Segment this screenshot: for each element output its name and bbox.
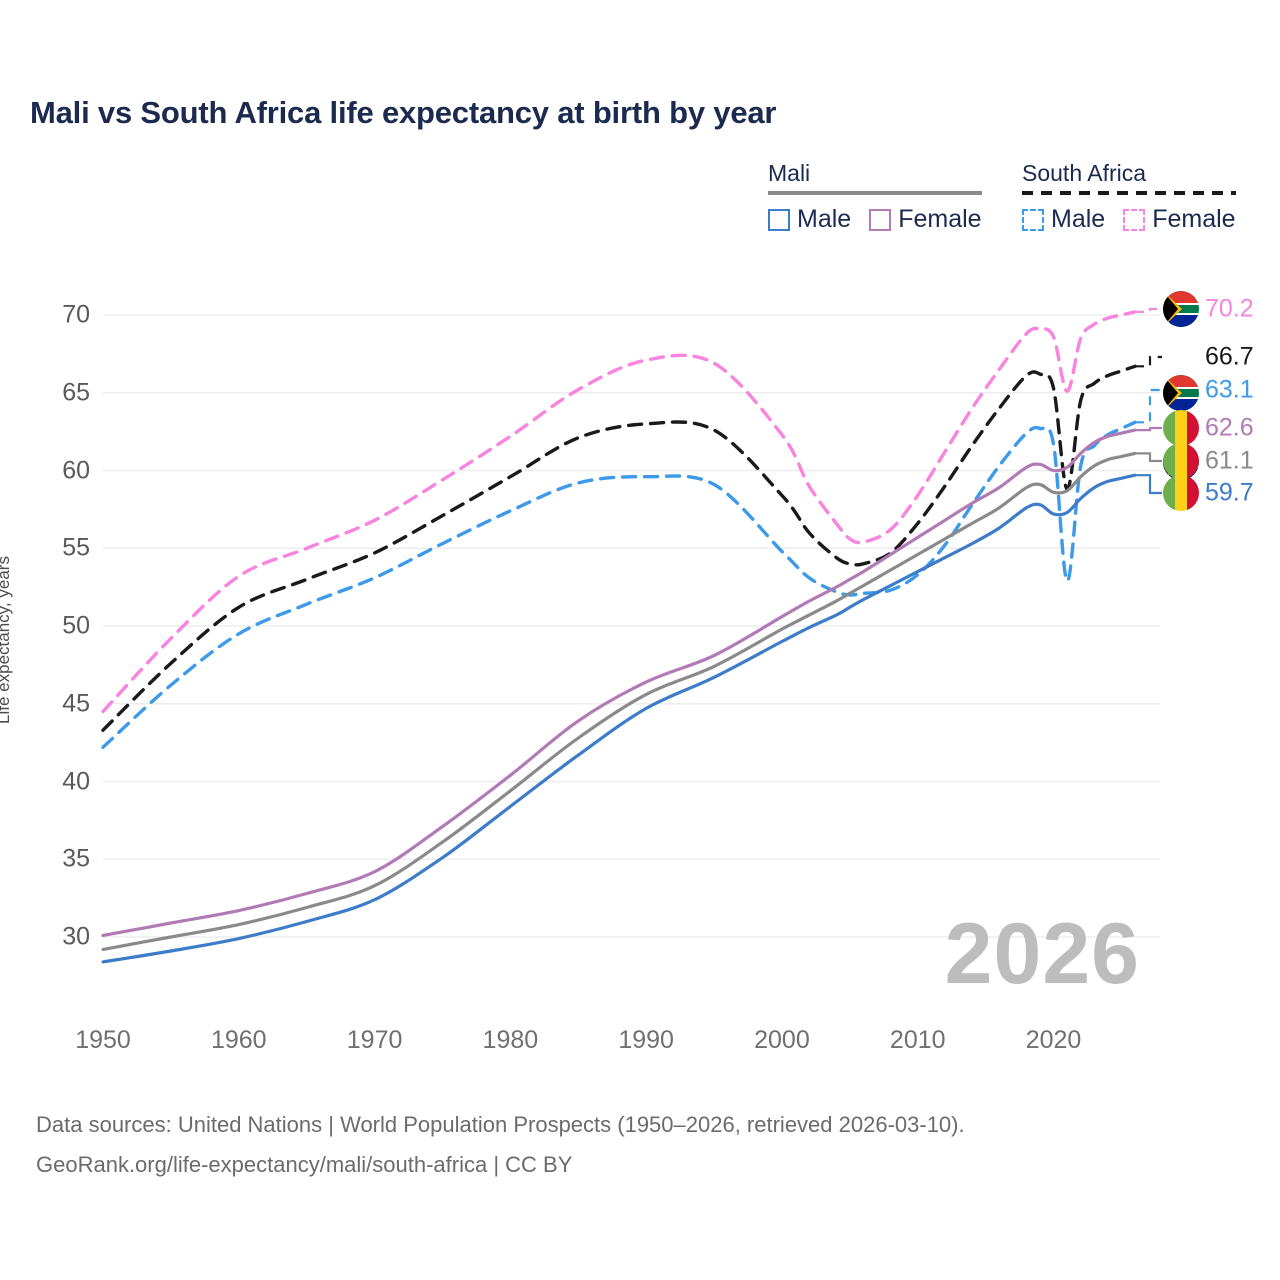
south-africa-flag-icon bbox=[1163, 291, 1199, 327]
end-value-label: 61.1 bbox=[1205, 446, 1254, 475]
legend-item-mali-female[interactable]: Female bbox=[869, 205, 982, 234]
legend-item-label: Female bbox=[898, 205, 982, 233]
mali-flag-icon bbox=[1163, 475, 1199, 511]
end-value-label: 63.1 bbox=[1205, 375, 1254, 404]
footer-line-attribution[interactable]: GeoRank.org/life-expectancy/mali/south-a… bbox=[36, 1152, 573, 1177]
legend-swatch-icon bbox=[1123, 208, 1146, 231]
series-line bbox=[101, 364, 1137, 732]
y-tick-label: 60 bbox=[62, 456, 90, 484]
y-tick-label: 45 bbox=[62, 689, 90, 718]
end-value-label: 70.2 bbox=[1205, 294, 1254, 323]
legend-group-south-africa: South Africa Male Female bbox=[1022, 160, 1236, 234]
leader-line bbox=[1135, 426, 1162, 432]
legend-group-title: Mali bbox=[768, 160, 811, 186]
end-value-label: 62.6 bbox=[1205, 413, 1254, 442]
y-tick-label: 30 bbox=[62, 922, 90, 951]
legend-swatch-icon bbox=[869, 208, 892, 231]
legend-item-label: Female bbox=[1152, 205, 1236, 233]
mali-flag-icon bbox=[1163, 410, 1199, 446]
legend-item-label: Male bbox=[1051, 205, 1106, 233]
leader-line bbox=[1135, 474, 1162, 495]
legend-item-label: Male bbox=[797, 205, 852, 233]
end-value-label: 59.7 bbox=[1205, 478, 1254, 507]
leader-line bbox=[1135, 388, 1162, 424]
legend-rule-south-africa bbox=[1022, 191, 1236, 195]
chart-legend: Mali Male Female South Africa Male bbox=[0, 160, 1280, 240]
series-line bbox=[101, 451, 1137, 951]
x-tick-label: 1950 bbox=[75, 1026, 131, 1054]
series-line bbox=[101, 420, 1137, 749]
y-tick-label: 50 bbox=[62, 611, 90, 640]
year-watermark: 2026 bbox=[944, 906, 1140, 1002]
leader-line bbox=[1135, 452, 1162, 463]
footer-line-sources: Data sources: United Nations | World Pop… bbox=[36, 1112, 965, 1137]
y-tick-label: 70 bbox=[62, 300, 90, 329]
legend-item-mali-male[interactable]: Male bbox=[768, 205, 851, 234]
leader-line bbox=[1135, 355, 1162, 368]
y-tick-label: 55 bbox=[62, 533, 90, 562]
legend-item-sa-male[interactable]: Male bbox=[1022, 205, 1105, 234]
x-tick-label: 2010 bbox=[889, 1026, 946, 1054]
x-tick-label: 2000 bbox=[754, 1026, 810, 1054]
x-tick-label: 1960 bbox=[210, 1026, 267, 1054]
y-tick-label: 40 bbox=[62, 767, 90, 795]
x-tick-label: 2020 bbox=[1025, 1026, 1082, 1054]
legend-group-mali: Mali Male Female bbox=[768, 160, 982, 234]
y-tick-label: 65 bbox=[62, 378, 90, 407]
x-tick-label: 1980 bbox=[482, 1026, 539, 1054]
legend-group-title: South Africa bbox=[1022, 160, 1147, 186]
mali-flag-icon bbox=[1163, 443, 1199, 479]
series-line bbox=[101, 310, 1137, 714]
series-line bbox=[101, 473, 1137, 964]
legend-swatch-icon bbox=[768, 208, 790, 231]
leader-line bbox=[1135, 307, 1162, 313]
south-africa-flag-icon bbox=[1163, 375, 1199, 411]
end-labels: 70.2 66.7 63.1 62.6 61.1 59.7 bbox=[0, 0, 1280, 511]
legend-rule-mali bbox=[768, 191, 982, 195]
y-tick-label: 35 bbox=[62, 844, 90, 873]
legend-swatch-icon bbox=[1022, 208, 1044, 231]
legend-item-sa-female[interactable]: Female bbox=[1123, 205, 1236, 234]
x-tick-label: 1990 bbox=[618, 1026, 674, 1054]
chart-footer: Data sources: United Nations | World Pop… bbox=[36, 1105, 1236, 1185]
series-line bbox=[101, 428, 1137, 937]
page-title: Mali vs South Africa life expectancy at … bbox=[30, 95, 777, 130]
end-value-label: 66.7 bbox=[1205, 342, 1254, 371]
x-tick-label: 1970 bbox=[346, 1026, 403, 1054]
